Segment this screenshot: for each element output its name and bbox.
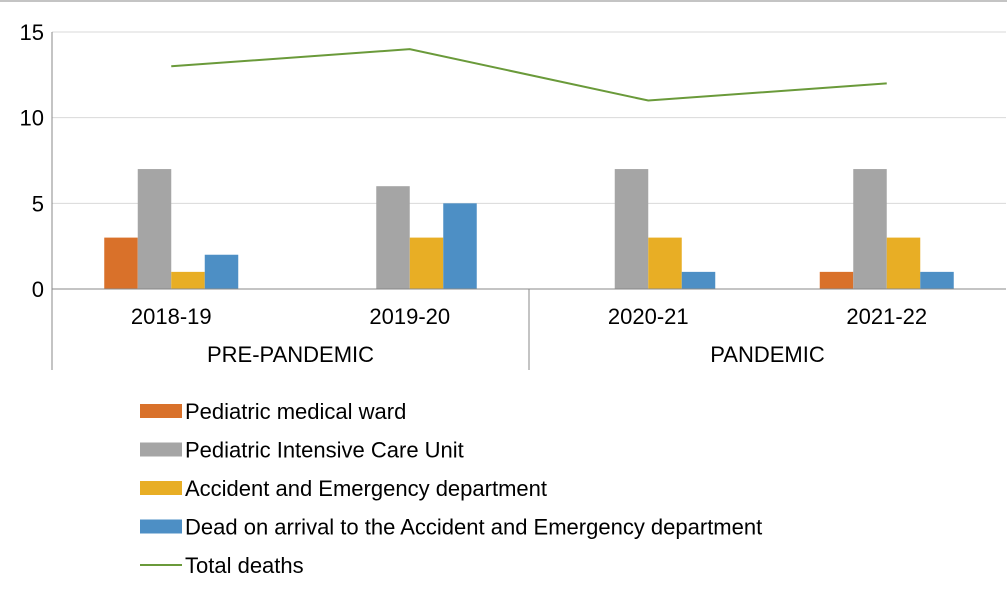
tick-labels: 0 5 10 15 2018-19 2019-20 2020-21 2021-22 PRE-PA… [20,20,928,367]
group-label: PANDEMIC [710,342,825,367]
bar [614,169,649,289]
bar [920,271,954,289]
gridlines [52,31,1006,204]
y-tick-label: 10 [20,106,44,131]
legend: Pediatric medical ward Pediatric Intensiv… [140,399,762,578]
bar [409,237,444,289]
bar [819,271,854,289]
bar [681,271,716,289]
bar [104,237,138,289]
legend-swatch [140,481,182,495]
bar [376,186,410,289]
bar [886,237,921,289]
x-tick-label: 2019-20 [369,304,450,329]
lines [171,48,887,102]
legend-label: Dead on arrival to the Accident and Emer… [185,515,762,540]
legend-label: Total deaths [185,553,304,578]
axes [0,0,1007,370]
bars [104,169,954,289]
y-tick-label: 15 [20,20,44,45]
x-tick-label: 2021-22 [846,304,927,329]
x-tick-label: 2020-21 [608,304,689,329]
legend-label: Accident and Emergency department [185,476,547,501]
bar [204,254,239,289]
bar [137,169,172,289]
legend-label: Pediatric Intensive Care Unit [185,438,464,463]
legend-swatch [140,404,182,418]
bar [443,203,477,289]
legend-label: Pediatric medical ward [185,399,406,424]
legend-swatch [140,519,182,534]
legend-swatch [140,442,182,457]
bar [648,237,682,289]
bar [171,271,205,289]
x-tick-label: 2018-19 [131,304,212,329]
series-line [171,48,887,102]
y-tick-label: 5 [32,191,44,216]
group-label: PRE-PANDEMIC [207,342,374,367]
bar [853,169,887,289]
y-tick-label: 0 [32,277,44,302]
